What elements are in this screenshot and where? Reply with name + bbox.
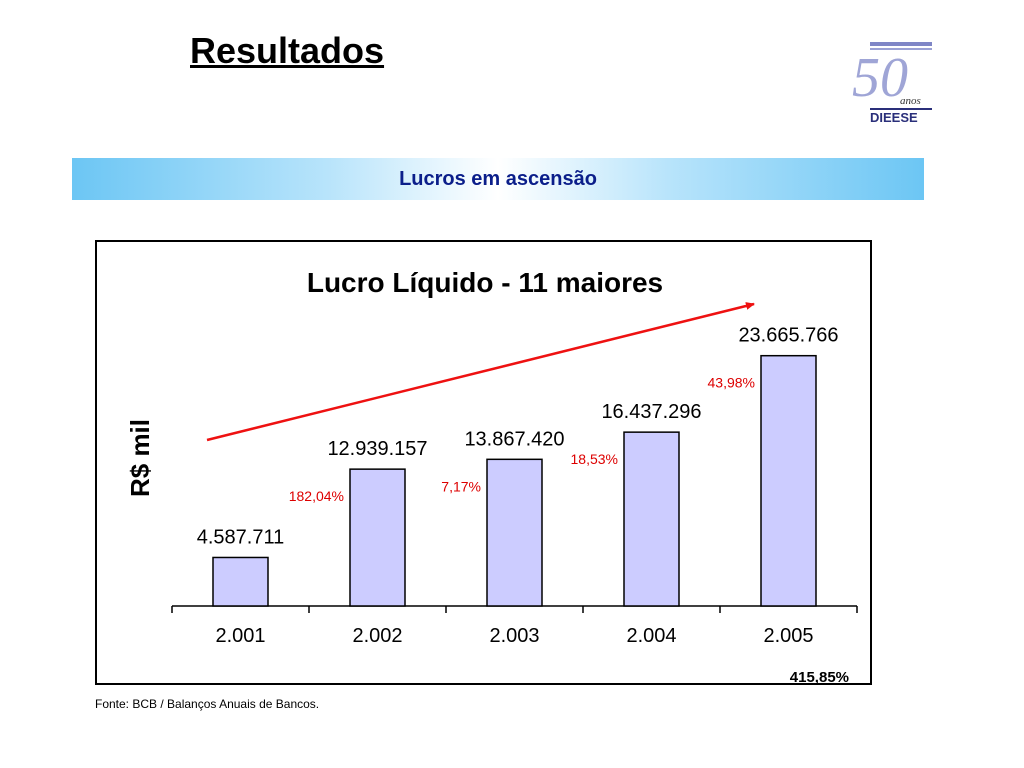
value-label: 23.665.766 xyxy=(738,325,838,347)
growth-label: 7,17% xyxy=(441,478,481,494)
source-note: Fonte: BCB / Balanços Anuais de Bancos. xyxy=(95,697,320,711)
value-label: 12.939.157 xyxy=(327,438,427,460)
dieese-50-anos-logo: 50 anos DIEESE xyxy=(848,38,938,128)
bar-2.004 xyxy=(623,431,680,607)
bar-2.001 xyxy=(212,556,269,607)
x-tick-label: 2.004 xyxy=(626,625,676,647)
bar-2.002 xyxy=(349,468,406,607)
x-tick-label: 2.005 xyxy=(763,625,813,647)
total-growth-label: 415,85% xyxy=(790,669,849,683)
logo-number: 50 xyxy=(852,47,908,109)
section-banner: Lucros em ascensão xyxy=(72,158,924,200)
logo-brand: DIEESE xyxy=(870,110,918,125)
value-label: 16.437.296 xyxy=(601,401,701,423)
value-label: 13.867.420 xyxy=(464,428,564,450)
x-tick-label: 2.002 xyxy=(352,625,402,647)
bar-2.005 xyxy=(760,354,817,607)
growth-label: 182,04% xyxy=(289,488,344,504)
x-tick-label: 2.001 xyxy=(215,625,265,647)
chart-title: Lucro Líquido - 11 maiores xyxy=(307,267,663,298)
banner-text: Lucros em ascensão xyxy=(399,167,597,190)
page-title: Resultados xyxy=(190,30,385,71)
bar-2.003 xyxy=(486,458,543,607)
x-tick-label: 2.003 xyxy=(489,625,539,647)
bar-chart: Lucro Líquido - 11 maiores R$ mil 4.587.… xyxy=(125,267,858,683)
value-label: 4.587.711 xyxy=(197,526,285,548)
trend-arrow xyxy=(206,302,755,442)
logo-sub: anos xyxy=(900,95,921,107)
growth-label: 18,53% xyxy=(571,451,618,467)
growth-label: 43,98% xyxy=(708,375,755,391)
y-axis-label: R$ mil xyxy=(125,419,155,497)
chart-container: Lucro Líquido - 11 maiores R$ mil 4.587.… xyxy=(95,240,872,685)
